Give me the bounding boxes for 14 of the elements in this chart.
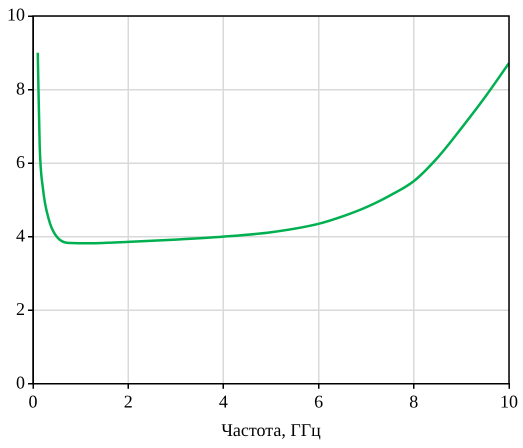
x-tick-label: 4 [218, 391, 228, 412]
x-axis-title: Частота, ГГц [221, 420, 322, 440]
line-series [36, 52, 509, 245]
x-tick-label: 10 [500, 391, 518, 412]
y-tick-label: 0 [16, 372, 25, 393]
y-tick-label: 10 [7, 4, 25, 25]
x-tick-label: 8 [409, 391, 418, 412]
y-tick-label: 4 [16, 225, 25, 246]
x-tick-label: 2 [124, 391, 133, 412]
y-tick-label: 2 [16, 298, 25, 319]
y-tick-label: 8 [16, 78, 25, 98]
x-tick-label: 6 [314, 391, 324, 412]
x-tick-label: 0 [28, 391, 38, 412]
y-tick-label: 6 [16, 152, 25, 172]
